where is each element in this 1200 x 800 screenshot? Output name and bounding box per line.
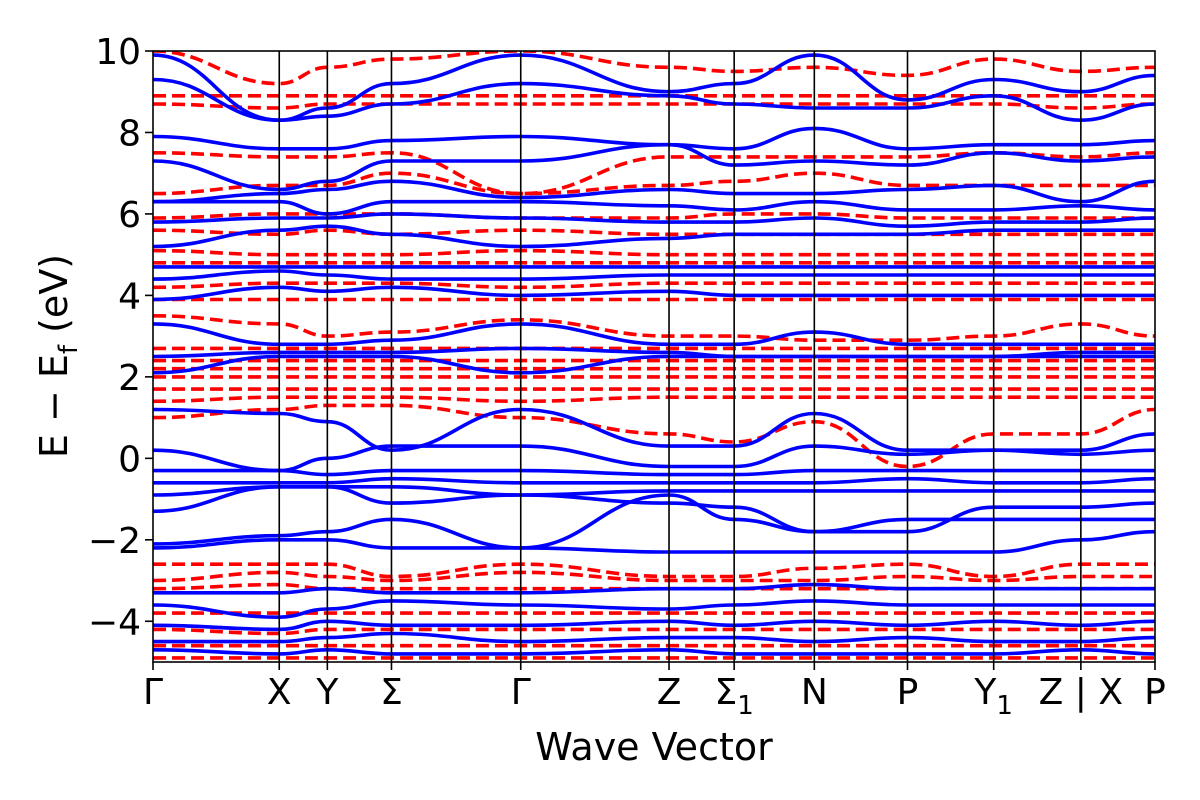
kpoint-label: Z — [657, 672, 682, 713]
y-tick-label: 6 — [118, 195, 141, 236]
kpoint-label: Σ — [380, 672, 403, 713]
kpoint-label-main: Γ — [511, 672, 531, 713]
kpoint-label-main: P — [897, 672, 919, 713]
kpoint-label: P — [1144, 672, 1166, 713]
kpoint-label: N — [801, 672, 828, 713]
kpoint-label-main: Σ — [715, 672, 738, 713]
kpoint-label-subscript: 1 — [737, 691, 754, 721]
kpoint-label-main: Y — [315, 672, 339, 713]
kpoint-label-main: Z | X — [1039, 672, 1123, 713]
y-tick-label: 0 — [118, 439, 141, 480]
plot-frame — [152, 50, 1156, 663]
y-tick-label: 10 — [95, 32, 141, 73]
y-axis-title-main: E − E — [32, 354, 76, 458]
y-axis-title-unit: (eV) — [32, 254, 76, 345]
kpoint-label-main: Z — [657, 672, 682, 713]
kpoint-label-main: Γ — [143, 672, 163, 713]
kpoint-label: P — [897, 672, 919, 713]
y-axis-ticks: −4 −2 0 2 4 6 8 10 — [88, 32, 153, 643]
kpoint-label-main: Y — [973, 672, 997, 713]
kpoint-label: Z | X — [1039, 672, 1123, 713]
kpoint-label-main: P — [1144, 672, 1166, 713]
y-tick-label: 2 — [118, 358, 141, 399]
kpoint-label: Y — [315, 672, 339, 713]
kpoint-label: X — [267, 672, 292, 713]
kpoint-label-main: N — [801, 672, 828, 713]
kpoint-label-main: X — [267, 672, 292, 713]
y-tick-label: 8 — [118, 113, 141, 154]
y-tick-label: −4 — [88, 602, 141, 643]
kpoint-separators — [278, 51, 1082, 662]
y-tick-label: −2 — [88, 521, 141, 562]
kpoint-label: Γ — [143, 672, 163, 713]
y-axis-title-subscript: f — [54, 344, 84, 354]
kpoint-label: Γ — [511, 672, 531, 713]
kpoint-label: Y1 — [973, 672, 1013, 721]
dashed-band-line — [153, 51, 1155, 86]
solid-band-line — [153, 179, 1155, 204]
y-tick-label: 4 — [118, 276, 141, 317]
kpoint-label-subscript: 1 — [996, 691, 1013, 721]
kpoint-label: Σ1 — [715, 672, 754, 721]
x-axis-title: Wave Vector — [535, 725, 773, 769]
kpoint-label-main: Σ — [380, 672, 403, 713]
solid-band-line — [153, 77, 1155, 123]
y-axis-title: E − Ef (eV) — [32, 254, 84, 458]
